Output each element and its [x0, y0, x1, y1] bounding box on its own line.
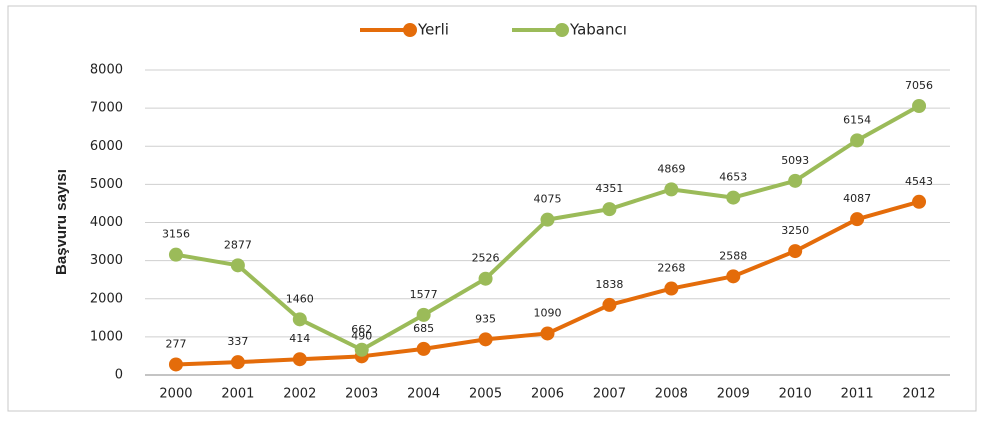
data-label: 414	[289, 332, 310, 345]
data-label: 2588	[719, 249, 747, 262]
x-tick-label: 2009	[717, 387, 750, 402]
data-label: 935	[475, 312, 496, 325]
legend-marker	[403, 23, 417, 37]
data-label: 5093	[781, 154, 809, 167]
y-axis-label: Başvuru sayısı	[53, 169, 70, 275]
data-label: 337	[227, 335, 248, 348]
data-label: 2526	[472, 252, 500, 265]
x-tick-label: 2006	[531, 387, 564, 402]
data-label: 490	[351, 329, 372, 342]
data-label: 6154	[843, 113, 871, 126]
data-label: 662	[351, 323, 372, 336]
x-tick-label: 2005	[469, 387, 502, 402]
marker	[478, 332, 493, 347]
marker	[726, 190, 741, 205]
marker	[478, 271, 493, 286]
marker	[416, 341, 431, 356]
data-label: 4543	[905, 175, 933, 188]
y-tick-label: 6000	[90, 139, 123, 154]
legend-marker	[555, 23, 569, 37]
data-label: 4653	[719, 171, 747, 184]
x-tick-label: 2012	[902, 387, 935, 402]
marker	[230, 355, 245, 370]
marker	[664, 281, 679, 296]
data-label: 1090	[534, 306, 562, 319]
data-label: 3250	[781, 224, 809, 237]
marker	[168, 247, 183, 262]
marker	[912, 194, 927, 209]
x-tick-label: 2011	[841, 387, 874, 402]
data-label: 1838	[595, 278, 623, 291]
data-label: 2877	[224, 238, 252, 251]
x-tick-label: 2001	[221, 387, 254, 402]
y-tick-label: 7000	[90, 101, 123, 116]
marker	[602, 202, 617, 217]
marker	[788, 173, 803, 188]
marker	[292, 312, 307, 327]
x-tick-label: 2010	[779, 387, 812, 402]
y-tick-label: 3000	[90, 253, 123, 268]
legend-label: Yerli	[417, 21, 449, 39]
marker	[168, 357, 183, 372]
y-tick-label: 4000	[90, 215, 123, 230]
data-label: 1577	[410, 288, 438, 301]
marker	[292, 352, 307, 367]
data-label: 685	[413, 322, 434, 335]
marker	[726, 269, 741, 284]
data-label: 4087	[843, 192, 871, 205]
marker	[540, 212, 555, 227]
legend-label: Yabancı	[569, 21, 627, 39]
marker	[912, 98, 927, 113]
y-tick-label: 8000	[90, 63, 123, 78]
data-label: 1460	[286, 292, 314, 305]
y-tick-label: 1000	[90, 329, 123, 344]
marker	[540, 326, 555, 341]
y-tick-label: 2000	[90, 291, 123, 306]
data-label: 7056	[905, 79, 933, 92]
marker	[664, 182, 679, 197]
chart-border	[7, 5, 977, 412]
marker	[850, 133, 865, 148]
x-tick-label: 2000	[159, 387, 192, 402]
marker	[602, 297, 617, 312]
x-tick-label: 2007	[593, 387, 626, 402]
x-tick-label: 2008	[655, 387, 688, 402]
data-label: 2268	[657, 262, 685, 275]
marker	[850, 212, 865, 227]
x-tick-label: 2002	[283, 387, 316, 402]
marker	[230, 258, 245, 273]
y-tick-label: 0	[115, 368, 123, 383]
marker	[788, 244, 803, 259]
x-tick-label: 2004	[407, 387, 440, 402]
x-tick-label: 2003	[345, 387, 378, 402]
data-label: 4869	[657, 162, 685, 175]
marker	[354, 342, 369, 357]
data-label: 277	[165, 337, 186, 350]
marker	[416, 307, 431, 322]
y-tick-label: 5000	[90, 177, 123, 192]
data-label: 3156	[162, 228, 190, 241]
data-label: 4075	[534, 193, 562, 206]
data-label: 4351	[595, 182, 623, 195]
